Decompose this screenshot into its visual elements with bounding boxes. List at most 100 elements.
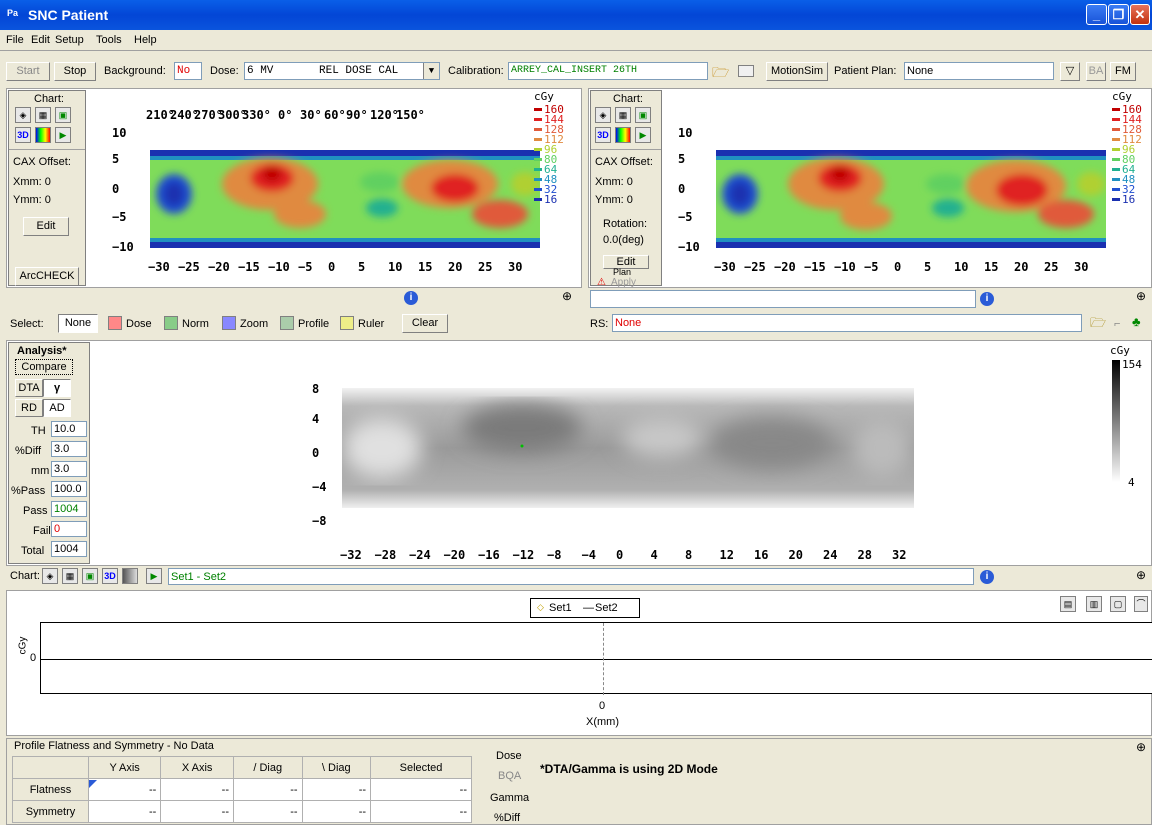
calibration-field[interactable]: ARREY_CAL_INSERT 26TH: [508, 62, 708, 80]
folder-open-icon[interactable]: 🗁: [712, 64, 730, 80]
norm-select-icon[interactable]: [164, 316, 178, 330]
background-field[interactable]: No: [174, 62, 202, 80]
3d-icon[interactable]: 3D: [102, 568, 118, 584]
play-icon[interactable]: ▶: [635, 127, 651, 143]
right-dose-heatmap[interactable]: [716, 144, 1106, 254]
profile-plot-area[interactable]: [40, 622, 1152, 695]
grid-icon[interactable]: ▦: [62, 568, 78, 584]
points-icon[interactable]: ▣: [82, 568, 98, 584]
filter-icon[interactable]: ▽: [1060, 62, 1080, 81]
table-cell[interactable]: --: [87, 800, 162, 823]
gamma-button[interactable]: γ: [43, 379, 71, 397]
patient-plan-field[interactable]: None: [904, 62, 1054, 80]
colormap-icon[interactable]: [122, 568, 138, 584]
info-icon[interactable]: i: [980, 570, 994, 584]
checkbox-icon[interactable]: [738, 65, 754, 77]
maximize-icon[interactable]: ❐: [1108, 4, 1129, 25]
select-ruler-button[interactable]: Ruler: [358, 318, 385, 330]
chevron-down-icon[interactable]: ▼: [423, 63, 439, 79]
table-cell[interactable]: --: [370, 778, 472, 801]
rotation-edit-button[interactable]: Edit: [603, 255, 649, 269]
legend-value: 80: [1122, 153, 1136, 166]
export-icon[interactable]: ♣: [1132, 314, 1141, 329]
surface-icon[interactable]: ◈: [595, 107, 611, 123]
ad-button[interactable]: AD: [43, 399, 71, 417]
folder-open-icon[interactable]: 🗁: [1090, 315, 1107, 330]
left-chart-sidebar: Chart: ◈ ▦ ▣ 3D ▶ CAX Offset: Xmm: 0 Ymm…: [8, 90, 86, 286]
menu-tools[interactable]: Tools: [96, 34, 122, 46]
diff-field[interactable]: 3.0: [51, 441, 87, 457]
table-icon[interactable]: ▤: [1060, 596, 1076, 612]
select-norm-button[interactable]: Norm: [182, 318, 209, 330]
select-dose-button[interactable]: Dose: [126, 318, 152, 330]
play-icon[interactable]: ▶: [146, 568, 162, 584]
colormap-icon[interactable]: [615, 127, 631, 143]
left-dose-map: 210° 240° 270° 300° 330° 0° 30° 60° 90° 120° 150° …: [88, 90, 580, 286]
table-cell[interactable]: --: [370, 800, 472, 823]
x-tick: 12: [719, 548, 734, 562]
minimize-icon[interactable]: _: [1086, 4, 1107, 25]
menu-setup[interactable]: Setup: [55, 34, 84, 46]
colormap-icon[interactable]: [35, 127, 51, 143]
select-none-button[interactable]: None: [58, 314, 98, 333]
compare-button[interactable]: Compare: [15, 359, 73, 375]
menu-help[interactable]: Help: [134, 34, 157, 46]
play-icon[interactable]: ▶: [55, 127, 71, 143]
surface-icon[interactable]: ◈: [42, 568, 58, 584]
table-cell[interactable]: --: [160, 778, 234, 801]
grid-icon[interactable]: ▦: [615, 107, 631, 123]
ba-button[interactable]: BA: [1086, 62, 1106, 81]
mm-field[interactable]: 3.0: [51, 461, 87, 477]
table-cell[interactable]: --: [233, 778, 303, 801]
rd-button[interactable]: RD: [15, 399, 43, 417]
bar-chart-icon[interactable]: ▥: [1086, 596, 1102, 612]
menu-edit[interactable]: Edit: [31, 34, 50, 46]
ruler-select-icon[interactable]: [340, 316, 354, 330]
table-cell[interactable]: --: [233, 800, 303, 823]
table-cell[interactable]: --: [160, 800, 234, 823]
zoom-in-icon[interactable]: ⊕: [1136, 568, 1147, 582]
left-dose-heatmap[interactable]: [150, 144, 540, 254]
apply-button[interactable]: Apply: [611, 277, 637, 288]
dta-button[interactable]: DTA: [15, 379, 43, 397]
3d-icon[interactable]: 3D: [595, 127, 611, 143]
points-icon[interactable]: ▣: [635, 107, 651, 123]
dose-select[interactable]: 6 MV REL DOSE CAL ▼: [244, 62, 440, 80]
dose-select-icon[interactable]: [108, 316, 122, 330]
zoom-in-icon[interactable]: ⊕: [1136, 289, 1147, 303]
cax-edit-button[interactable]: Edit: [23, 217, 69, 236]
table-cell[interactable]: --: [301, 800, 372, 823]
legend-swatch: [1112, 128, 1120, 131]
surface-icon[interactable]: ◈: [15, 107, 31, 123]
legend-value: 96: [544, 143, 558, 156]
clear-button[interactable]: Clear: [402, 314, 448, 333]
stop-button[interactable]: Stop: [54, 62, 96, 81]
3d-icon[interactable]: 3D: [15, 127, 31, 143]
curve-icon[interactable]: ⌒: [1134, 596, 1148, 612]
table-cell[interactable]: --: [301, 778, 372, 801]
zoom-in-icon[interactable]: ⊕: [1136, 740, 1147, 754]
profile-select-icon[interactable]: [280, 316, 294, 330]
th-field[interactable]: 10.0: [51, 421, 87, 437]
select-profile-button[interactable]: Profile: [298, 318, 330, 330]
zoom-in-icon[interactable]: ⊕: [562, 289, 573, 303]
x-tick: −10: [268, 260, 290, 274]
zoom-select-icon[interactable]: [222, 316, 236, 330]
points-icon[interactable]: ▣: [55, 107, 71, 123]
info-icon[interactable]: i: [980, 292, 994, 306]
motionsim-button[interactable]: MotionSim: [766, 62, 828, 81]
x-tick: −20: [774, 260, 796, 274]
arccheck-button[interactable]: ArcCHECK: [15, 267, 79, 286]
menu-file[interactable]: File: [6, 34, 24, 46]
fm-button[interactable]: FM: [1110, 62, 1136, 81]
analysis-heatmap[interactable]: [342, 388, 914, 508]
close-icon[interactable]: ✕: [1130, 4, 1150, 25]
frame-icon[interactable]: ▢: [1110, 596, 1126, 612]
select-zoom-button[interactable]: Zoom: [240, 318, 269, 330]
info-icon[interactable]: i: [404, 291, 418, 305]
table-cell[interactable]: --: [87, 778, 162, 801]
grid-icon[interactable]: ▦: [35, 107, 51, 123]
save-icon[interactable]: ⌐: [1114, 318, 1121, 330]
legend-swatch: [534, 138, 542, 141]
start-button[interactable]: Start: [6, 62, 50, 81]
